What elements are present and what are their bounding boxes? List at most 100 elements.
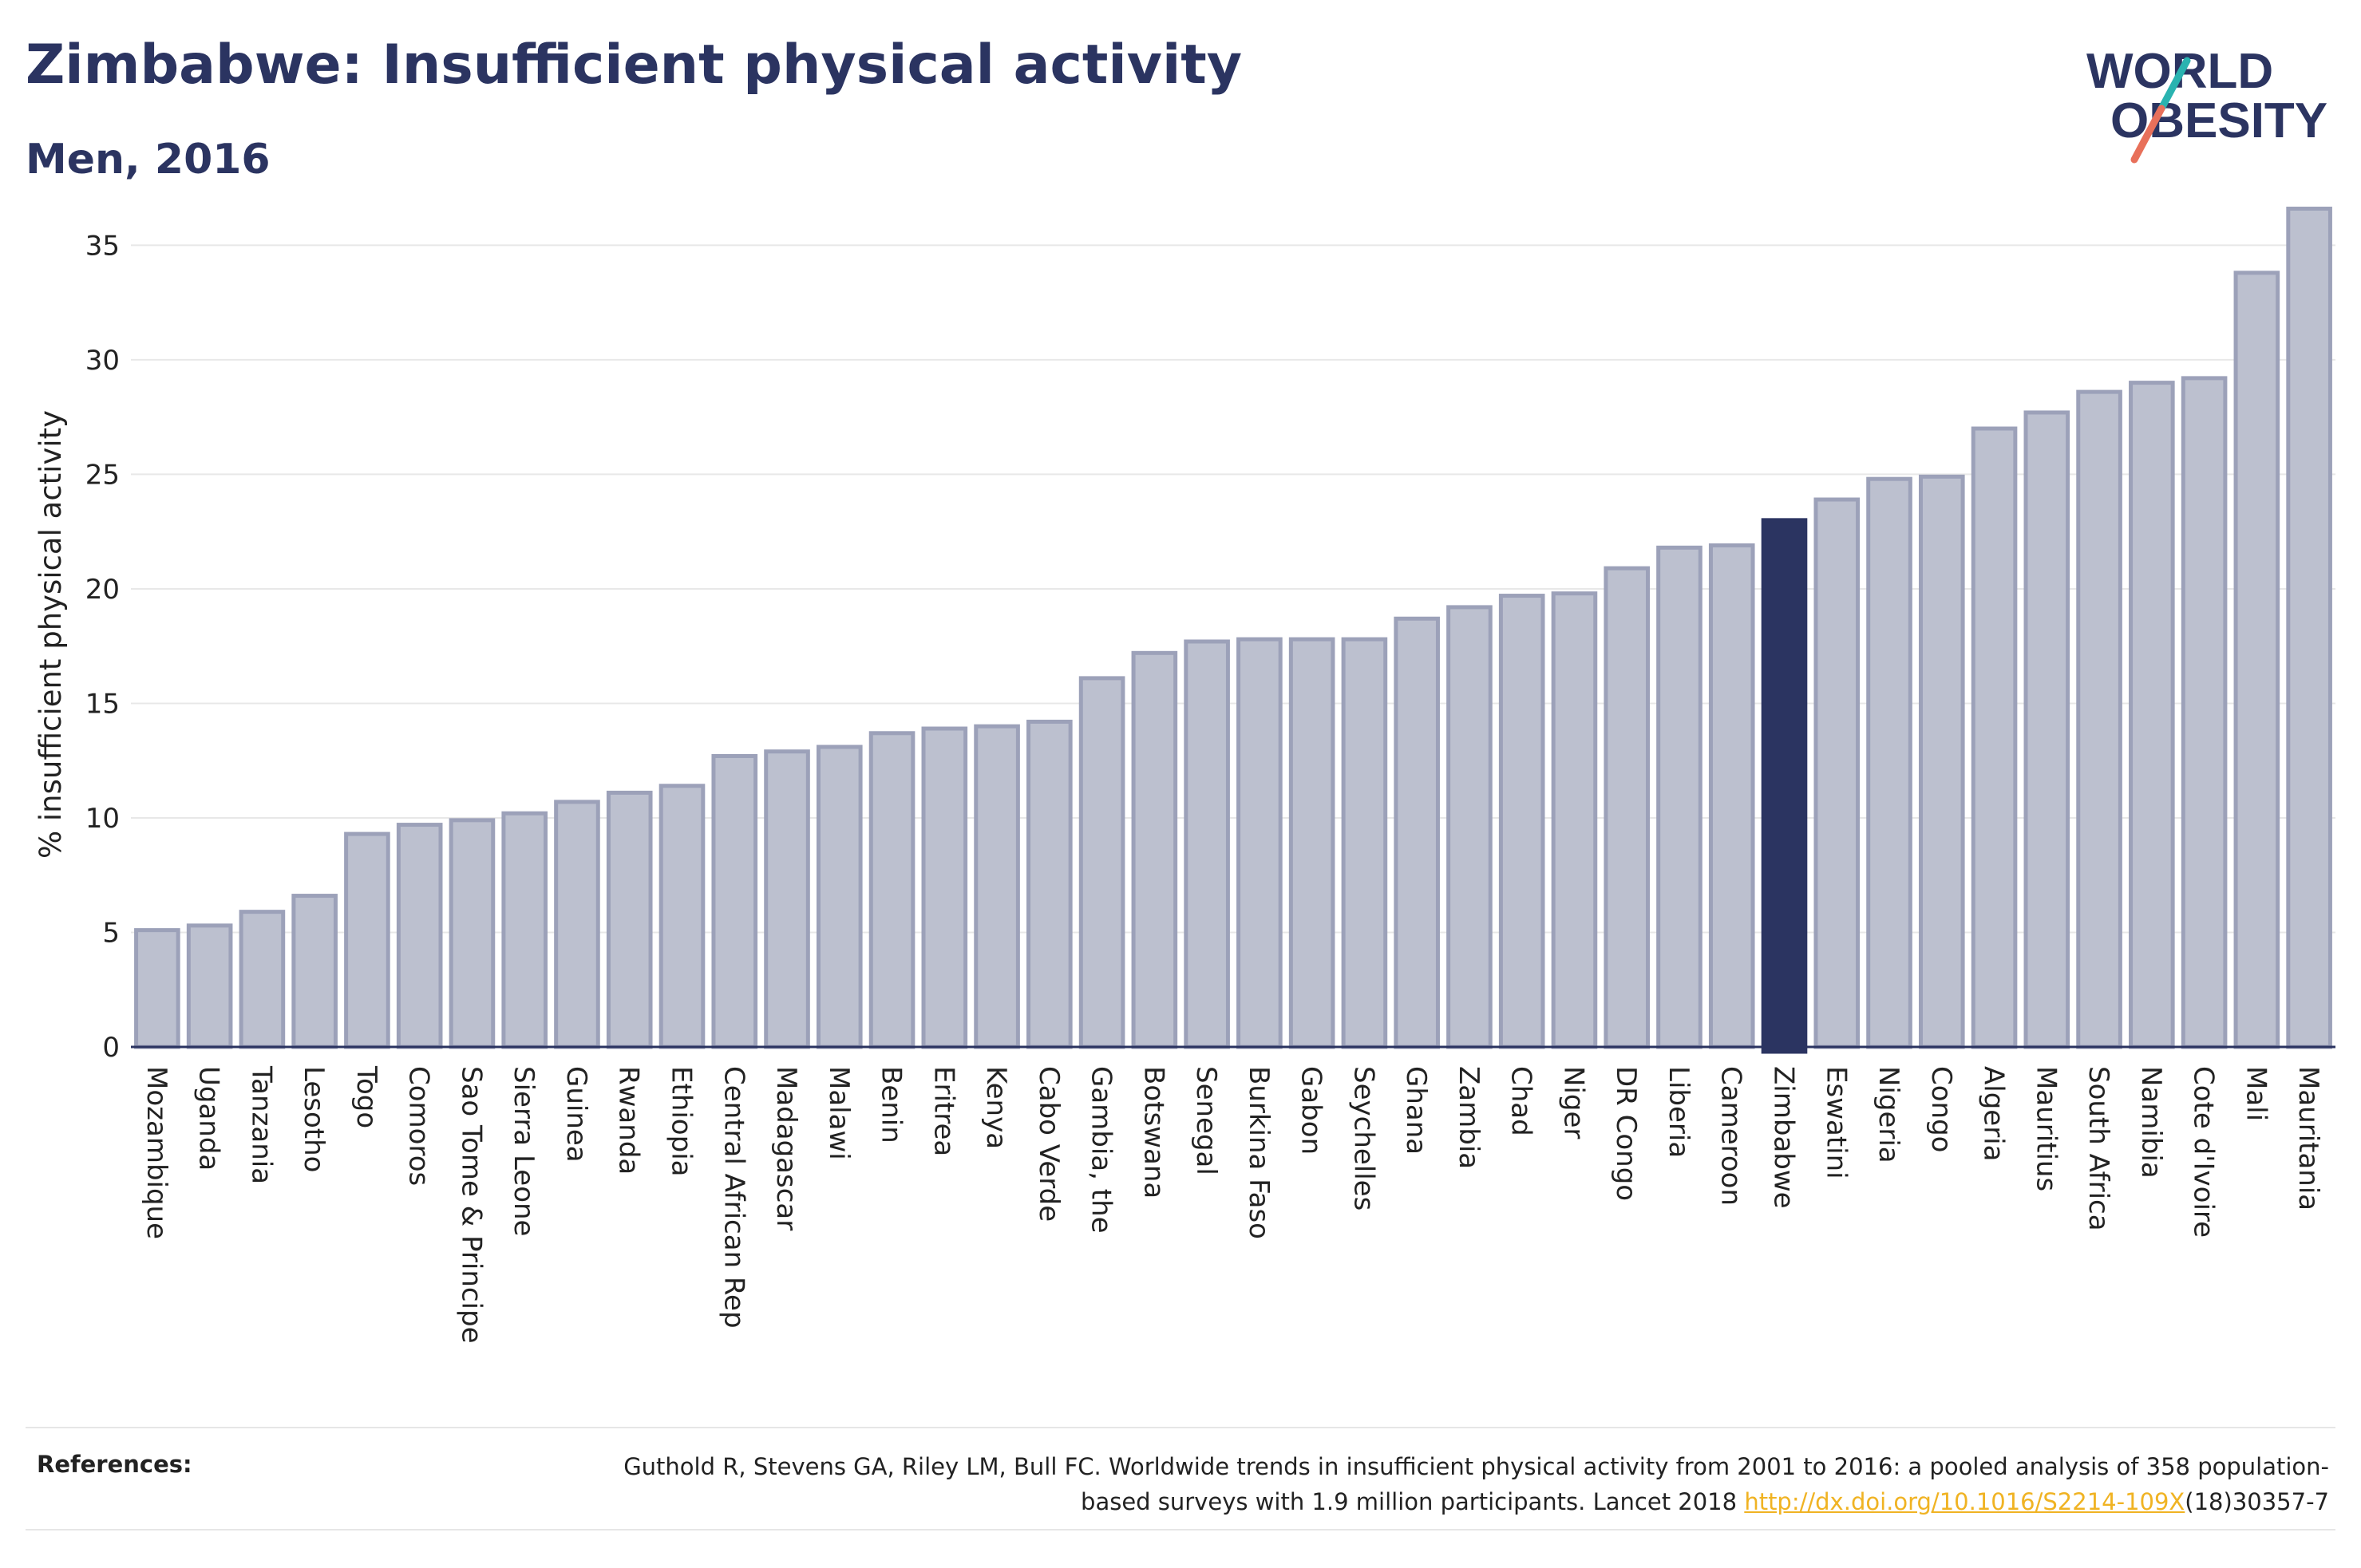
page-subtitle: Men, 2016 (26, 136, 271, 184)
grid-lines (131, 244, 2335, 934)
bar-gambia-the (1078, 676, 1125, 1049)
bar-madagascar (764, 749, 810, 1049)
y-tick-label: 10 (85, 803, 120, 835)
x-tick-label: Chad (1505, 1066, 1537, 1136)
bar-liberia (1656, 545, 1703, 1049)
x-tick-label: Sierra Leone (508, 1066, 540, 1236)
x-tick-label: Sao Tome & Principe (455, 1066, 487, 1344)
page-title: Zimbabwe: Insufficient physical activity (26, 34, 1243, 97)
x-tick-label: Mauritius (2030, 1066, 2062, 1191)
world-obesity-logo: WORLD OBESITY (2086, 44, 2327, 164)
x-tick-label: DR Congo (1610, 1066, 1642, 1201)
reference-doi-link[interactable]: http://dx.doi.org/10.1016/S2214-109X (1744, 1488, 2185, 1515)
bar-cote-d-ivoire (2181, 376, 2228, 1049)
y-tick-label: 30 (85, 345, 120, 377)
references-section: References: Guthold R, Stevens GA, Riley… (26, 1427, 2335, 1530)
reference-citation: Guthold R, Stevens GA, Riley LM, Bull FC… (623, 1453, 2329, 1515)
y-tick-label: 35 (85, 230, 120, 262)
bar-comoros (396, 823, 443, 1049)
x-tick-label: Senegal (1190, 1066, 1222, 1175)
x-tick-label: Togo (350, 1065, 382, 1128)
x-tick-label: Rwanda (613, 1066, 645, 1175)
bar-central-african-rep (711, 753, 758, 1049)
bar-cameroon (1708, 543, 1755, 1049)
bar-south-africa (2076, 389, 2122, 1049)
bar-ethiopia (658, 784, 706, 1049)
bar-eswatini (1813, 497, 1861, 1049)
references-label: References: (37, 1451, 192, 1478)
bar-chad (1498, 594, 1545, 1049)
bar-ghana (1394, 616, 1440, 1049)
x-tick-label: South Africa (2082, 1066, 2114, 1231)
x-tick-label: Tanzania (245, 1065, 277, 1184)
x-tick-label: Kenya (980, 1066, 1012, 1149)
x-tick-labels: Mozambique Uganda Tanzania Lesotho Togo Comor… (140, 1065, 2324, 1344)
y-tick-label: 0 (102, 1032, 120, 1064)
x-tick-label: Central African Rep (718, 1066, 749, 1329)
bar-mozambique (134, 928, 180, 1049)
y-axis-label: % insufficient physical activity (34, 410, 68, 859)
x-tick-label: Cabo Verde (1033, 1066, 1065, 1222)
bar-sierra-leone (501, 811, 548, 1049)
bar-mali (2233, 271, 2280, 1049)
x-tick-label: Benin (876, 1066, 908, 1143)
y-tick-labels: 0 5 10 15 20 25 30 35 (85, 230, 120, 1064)
bar-nigeria (1866, 476, 1912, 1049)
x-tick-label: Burkina Faso (1243, 1066, 1275, 1239)
x-tick-label: Malawi (823, 1066, 855, 1160)
bar-senegal (1184, 639, 1230, 1049)
bar-kenya (974, 724, 1020, 1049)
bar-eritrea (921, 726, 968, 1049)
bar-namibia (2129, 381, 2175, 1049)
bar-uganda (186, 923, 233, 1049)
bar-lesotho (291, 894, 338, 1049)
x-tick-label: Zambia (1453, 1066, 1485, 1169)
bar-algeria (1971, 426, 2018, 1049)
x-tick-label: Eswatini (1820, 1066, 1852, 1179)
x-tick-label: Comoros (403, 1066, 435, 1186)
bar-togo (344, 831, 390, 1049)
x-tick-label: Madagascar (770, 1066, 802, 1230)
bar-chart: 0 5 10 15 20 25 30 35 Mozambique Uganda Tanzania L… (34, 206, 2335, 1344)
x-tick-label: Botswana (1137, 1066, 1169, 1199)
x-tick-label: Seychelles (1347, 1066, 1379, 1211)
bar-mauritius (2023, 410, 2070, 1049)
x-tick-label: Mali (2240, 1066, 2272, 1121)
y-tick-label: 20 (85, 574, 120, 606)
y-tick-label: 15 (85, 688, 120, 720)
bar-sao-tome-principe (449, 818, 496, 1049)
bar-zambia (1446, 605, 1493, 1049)
bar-zimbabwe (1761, 518, 1808, 1054)
x-tick-label: Congo (1925, 1066, 1957, 1152)
x-tick-label: Ethiopia (666, 1066, 698, 1176)
x-tick-label: Ghana (1400, 1066, 1432, 1155)
x-tick-label: Niger (1557, 1066, 1589, 1139)
x-tick-label: Mauritania (2292, 1066, 2324, 1211)
bar-niger (1551, 591, 1598, 1049)
logo-slash-bottom (2130, 105, 2165, 164)
bar-guinea (554, 800, 600, 1049)
bar-burkina-faso (1236, 637, 1283, 1049)
bar-benin (868, 731, 916, 1049)
x-tick-label: Eritrea (927, 1066, 959, 1156)
bar-malawi (816, 745, 863, 1049)
y-tick-label: 25 (85, 459, 120, 491)
x-tick-label: Nigeria (1873, 1066, 1904, 1163)
bar-tanzania (239, 910, 286, 1049)
x-tick-label: Guinea (560, 1066, 592, 1163)
bar-rwanda (606, 790, 653, 1049)
x-tick-label: Zimbabwe (1768, 1066, 1800, 1209)
x-tick-label: Namibia (2135, 1066, 2167, 1179)
bar-gabon (1288, 637, 1335, 1049)
x-tick-label: Gambia, the (1086, 1066, 1117, 1234)
logo-slash-top (2157, 57, 2191, 113)
x-tick-label: Gabon (1295, 1066, 1327, 1155)
bar-mauritania (2286, 206, 2332, 1049)
x-tick-label: Lesotho (298, 1066, 330, 1172)
x-tick-label: Mozambique (140, 1066, 172, 1239)
bar-seychelles (1341, 637, 1388, 1049)
x-tick-label: Uganda (193, 1066, 225, 1171)
references-text: Guthold R, Stevens GA, Riley LM, Bull FC… (573, 1449, 2329, 1519)
reference-citation-end: (18)30357-7 (2185, 1488, 2329, 1515)
x-tick-label: Algeria (1978, 1066, 2010, 1161)
